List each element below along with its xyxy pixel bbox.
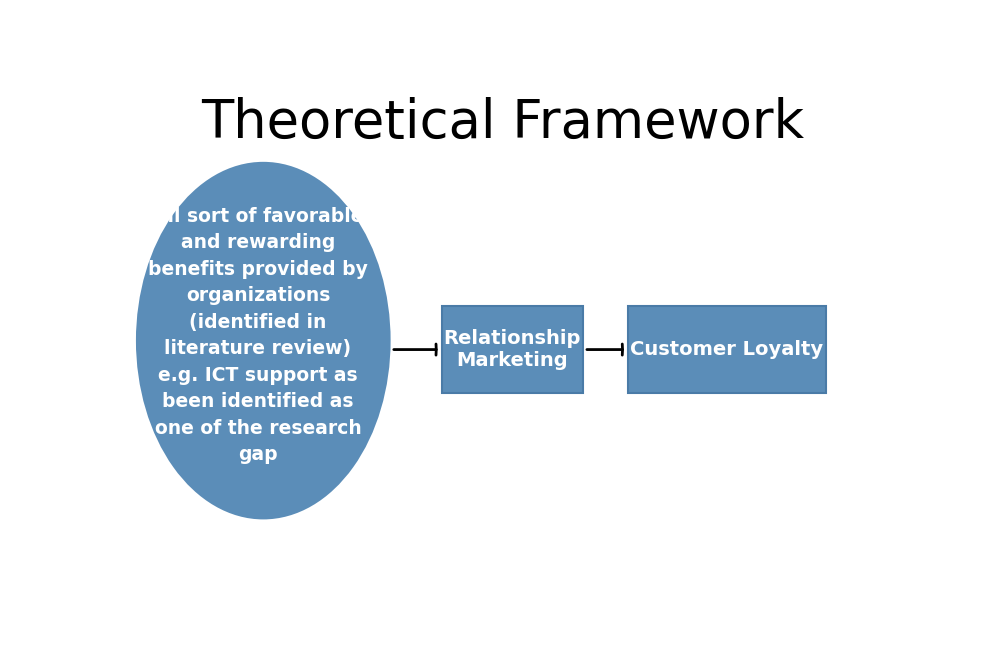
Ellipse shape bbox=[136, 162, 390, 519]
FancyBboxPatch shape bbox=[441, 306, 583, 393]
Text: Theoretical Framework: Theoretical Framework bbox=[201, 97, 804, 149]
Text: Relationship
Marketing: Relationship Marketing bbox=[443, 329, 581, 370]
Text: All sort of favorable
and rewarding
benefits provided by
organizations
(identifi: All sort of favorable and rewarding bene… bbox=[148, 207, 368, 464]
Text: Customer Loyalty: Customer Loyalty bbox=[631, 340, 824, 359]
FancyBboxPatch shape bbox=[628, 306, 826, 393]
